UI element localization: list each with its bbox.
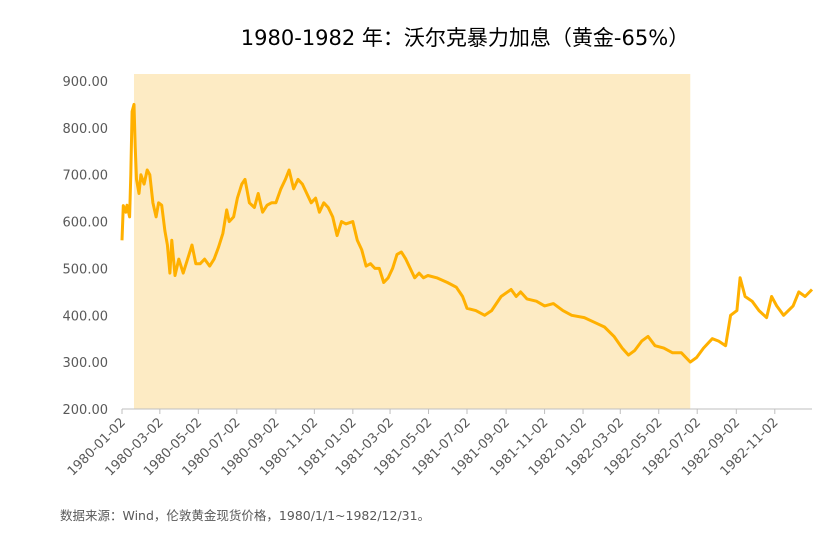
shaded-period [133,74,691,409]
y-tick-label: 300.00 [63,356,109,371]
y-tick-label: 400.00 [63,309,109,324]
price-line [120,102,814,364]
y-tick-label: 800.00 [63,122,109,137]
y-tick-label: 900.00 [63,75,109,90]
source-note: 数据来源：Wind，伦敦黄金现货价格，1980/1/1~1982/12/31。 [60,508,430,523]
y-tick-label: 200.00 [63,403,109,418]
y-tick-label: 600.00 [63,216,109,231]
y-tick-label: 700.00 [63,169,109,184]
y-tick-label: 500.00 [63,262,109,277]
chart-title: 1980-1982 年：沃尔克暴力加息（黄金-65%） [241,26,689,50]
